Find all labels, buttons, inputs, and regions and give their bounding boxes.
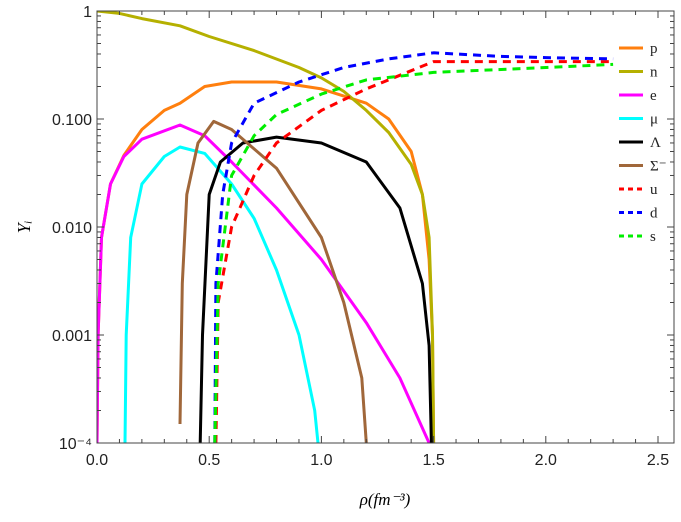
plot-area [97, 11, 614, 443]
x-tick-label: 0.5 [198, 452, 220, 469]
x-tick-label: 1.0 [310, 452, 332, 469]
x-tick-label: 2.0 [535, 452, 557, 469]
series-line-4 [198, 135, 433, 443]
series-line-5 [178, 119, 368, 443]
y-tick-label: 0.001 [52, 328, 92, 345]
x-axis-label: ρ(fm⁻³) [359, 490, 411, 509]
x-tick-label: 0.0 [86, 452, 108, 469]
series-line-6 [214, 60, 614, 443]
series-line-1 [97, 11, 436, 443]
legend-label: p [650, 41, 658, 57]
x-tick-label: 2.5 [647, 452, 669, 469]
y-tick-label: 1 [83, 4, 92, 21]
x-tick-label: 1.5 [422, 452, 444, 469]
series-line-3 [123, 145, 320, 443]
legend-label: u [650, 182, 658, 198]
y-tick-label: 0.010 [52, 220, 92, 237]
series-line-8 [213, 62, 614, 443]
plot-frame [96, 10, 675, 444]
legend-label: n [650, 65, 658, 81]
legend-label: μ [650, 112, 658, 128]
legend-label: d [650, 206, 658, 222]
y-axis-label: Yᵢ [14, 220, 34, 233]
y-tick-label: 0.100 [52, 112, 92, 129]
axis-ticks: 0.0 0.5 1.0 1.5 2.0 2.5 1 0.100 0.010 0.001 10⁻⁴ [52, 4, 674, 469]
legend-label: s [650, 229, 656, 245]
series-line-7 [213, 51, 614, 443]
series-line-2 [97, 123, 431, 443]
y-tick-label: 10⁻⁴ [59, 436, 92, 453]
legend-label: Σ⁻ [650, 159, 667, 175]
legend-label: e [650, 88, 657, 104]
legend-label: Λ [650, 135, 661, 151]
